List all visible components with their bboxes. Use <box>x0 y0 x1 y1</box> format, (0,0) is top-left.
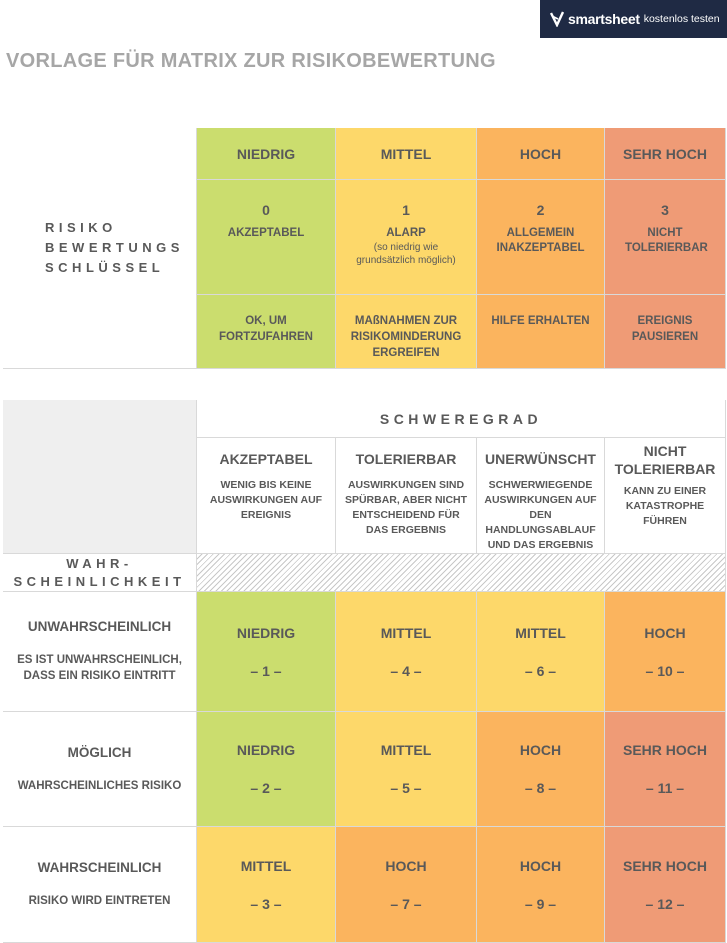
matrix-cell-score: – 2 – <box>250 780 282 796</box>
likelihood-row-unwahrscheinlich: UNWAHRSCHEINLICH ES IST UNWAHRSCHEINLICH… <box>3 592 197 712</box>
matrix-cell-score: – 1 – <box>250 662 282 679</box>
matrix-cell: MITTEL – 3 – <box>197 827 336 943</box>
severity-column-tolerierbar: TOLERIERBAR AUSWIRKUNGEN SIND SPÜRBAR, A… <box>336 438 477 554</box>
risk-key-label-line-2: BEWERTUNGS <box>45 240 184 255</box>
matrix-cell-score: – 4 – <box>390 662 422 679</box>
severity-column-akzeptabel: AKZEPTABEL WENIG BIS KEINE AUSWIRKUNGEN … <box>197 438 336 554</box>
key-value-cell: 3 NICHT TOLERIERBAR <box>605 180 726 295</box>
matrix-cell-score: – 7 – <box>390 895 422 912</box>
key-action: EREIGNIS PAUSIEREN <box>605 295 726 369</box>
likelihood-title: UNWAHRSCHEINLICH <box>27 619 172 634</box>
matrix-cell-score: – 9 – <box>524 895 557 912</box>
matrix-cell-level: MITTEL <box>515 624 566 641</box>
matrix-cell-level: NIEDRIG <box>236 624 296 641</box>
matrix-cell-score: – 6 – <box>524 662 557 679</box>
matrix-corner <box>3 400 197 554</box>
matrix-cell: MITTEL – 6 – <box>477 592 605 712</box>
severity-desc: WENIG BIS KEINE AUSWIRKUNGEN AUF EREIGNI… <box>209 479 323 521</box>
key-action: HILFE ERHALTEN <box>477 295 605 369</box>
matrix-cell-level: MITTEL <box>240 857 292 874</box>
likelihood-title: WAHRSCHEINLICH <box>37 860 162 875</box>
likelihood-title: MÖGLICH <box>67 744 132 760</box>
severity-title: AKZEPTABEL <box>219 451 313 467</box>
matrix-cell-score: – 10 – <box>645 662 685 679</box>
page-title: VORLAGE FÜR MATRIX ZUR RISIKOBEWERTUNG <box>6 50 496 72</box>
likelihood-desc: WAHRSCHEINLICHES RISIKO <box>17 779 182 792</box>
key-value-note: (so niedrig wie grundsätzlich möglich) <box>356 242 456 266</box>
key-value-label: AKZEPTABEL <box>227 227 305 239</box>
matrix-cell-score: – 5 – <box>390 780 422 796</box>
matrix-cell-level: NIEDRIG <box>236 742 296 758</box>
smartsheet-banner[interactable]: smartsheet kostenlos testen <box>540 0 727 38</box>
matrix-cell-level: HOCH <box>644 624 686 641</box>
banner-brand: smartsheet <box>568 11 640 27</box>
smartsheet-logo-icon <box>550 11 564 27</box>
severity-desc: AUSWIRKUNGEN SIND SPÜRBAR, ABER NICHT EN… <box>344 479 468 536</box>
key-value: 3 <box>661 202 669 218</box>
matrix-cell: SEHR HOCH – 11 – <box>605 712 726 827</box>
likelihood-desc: RISIKO WIRD EINTRETEN <box>28 895 171 907</box>
key-value: 0 <box>262 202 270 218</box>
matrix-cell-level: HOCH <box>385 857 427 874</box>
key-level-niedrig: NIEDRIG <box>197 128 336 180</box>
matrix-cell: HOCH – 8 – <box>477 712 605 827</box>
severity-desc: KANN ZU EINER KATASTROPHE FÜHREN <box>623 485 707 527</box>
severity-header-label: SCHWEREGRAD <box>379 410 543 427</box>
key-value-cell: 0 AKZEPTABEL <box>197 180 336 295</box>
severity-desc: SCHWERWIEGENDE AUSWIRKUNGEN AUF DEN HAND… <box>484 479 597 551</box>
matrix-cell: HOCH – 10 – <box>605 592 726 712</box>
likelihood-label-line-1: WAHR- <box>66 555 133 571</box>
hatched-divider <box>197 554 726 592</box>
matrix-cell-score: – 11 – <box>645 780 685 796</box>
key-value-label: NICHT TOLERIERBAR <box>625 227 708 254</box>
risk-key-label: RISIKO BEWERTUNGS SCHLÜSSEL <box>3 128 197 369</box>
likelihood-row-moeglich: MÖGLICH WAHRSCHEINLICHES RISIKO <box>3 712 197 827</box>
matrix-cell-level: HOCH <box>519 742 562 758</box>
matrix-cell-level: SEHR HOCH <box>622 742 707 758</box>
matrix-cell-score: – 12 – <box>645 895 685 912</box>
risk-key-label-line-3: SCHLÜSSEL <box>45 260 165 275</box>
matrix-cell: MITTEL – 4 – <box>336 592 477 712</box>
matrix-cell: HOCH – 9 – <box>477 827 605 943</box>
matrix-cell-level: MITTEL <box>380 624 432 641</box>
key-value: 1 <box>402 202 410 218</box>
severity-title: UNERWÜNSCHT <box>485 451 596 467</box>
severity-title: TOLERIERBAR <box>355 451 457 467</box>
likelihood-desc: ES IST UNWAHRSCHEINLICH, DASS EIN RISIKO… <box>17 654 182 682</box>
matrix-cell: NIEDRIG – 2 – <box>197 712 336 827</box>
key-level-mittel: MITTEL <box>336 128 477 180</box>
matrix-cell: NIEDRIG – 1 – <box>197 592 336 712</box>
key-action: MAßNAHMEN ZUR RISIKOMINDERUNG ERGREIFEN <box>336 295 477 369</box>
key-action: OK, UM FORTZUFAHREN <box>197 295 336 369</box>
key-value-label: ALLGEMEIN INAKZEPTABEL <box>496 227 585 254</box>
matrix-cell: MITTEL – 5 – <box>336 712 477 827</box>
severity-column-unerwuenscht: UNERWÜNSCHT SCHWERWIEGENDE AUSWIRKUNGEN … <box>477 438 605 554</box>
severity-header: SCHWEREGRAD <box>197 400 726 438</box>
free-trial-link[interactable]: kostenlos testen <box>643 13 720 25</box>
key-level-hoch: HOCH <box>477 128 605 180</box>
severity-column-nicht-tolerierbar: NICHT TOLERIERBAR KANN ZU EINER KATASTRO… <box>605 438 726 554</box>
matrix-cell-level: MITTEL <box>380 742 432 758</box>
matrix-cell: SEHR HOCH – 12 – <box>605 827 726 943</box>
risk-key-label-line-1: RISIKO <box>45 220 117 235</box>
severity-title: NICHT TOLERIERBAR <box>614 443 716 477</box>
matrix-cell-level: HOCH <box>519 857 562 874</box>
key-value-cell: 1 ALARP (so niedrig wie grundsätzlich mö… <box>336 180 477 295</box>
matrix-cell-score: – 8 – <box>524 780 557 796</box>
likelihood-header: WAHR- SCHEINLICHKEIT <box>3 554 197 592</box>
matrix-cell-score: – 3 – <box>250 895 282 912</box>
key-level-sehr-hoch: SEHR HOCH <box>605 128 726 180</box>
matrix-cell: HOCH – 7 – <box>336 827 477 943</box>
likelihood-row-wahrscheinlich: WAHRSCHEINLICH RISIKO WIRD EINTRETEN <box>3 827 197 943</box>
key-value-cell: 2 ALLGEMEIN INAKZEPTABEL <box>477 180 605 295</box>
key-value-label: ALARP <box>386 227 426 239</box>
likelihood-label-line-2: SCHEINLICHKEIT <box>13 573 186 589</box>
key-value: 2 <box>536 202 545 218</box>
matrix-cell-level: SEHR HOCH <box>622 857 707 874</box>
